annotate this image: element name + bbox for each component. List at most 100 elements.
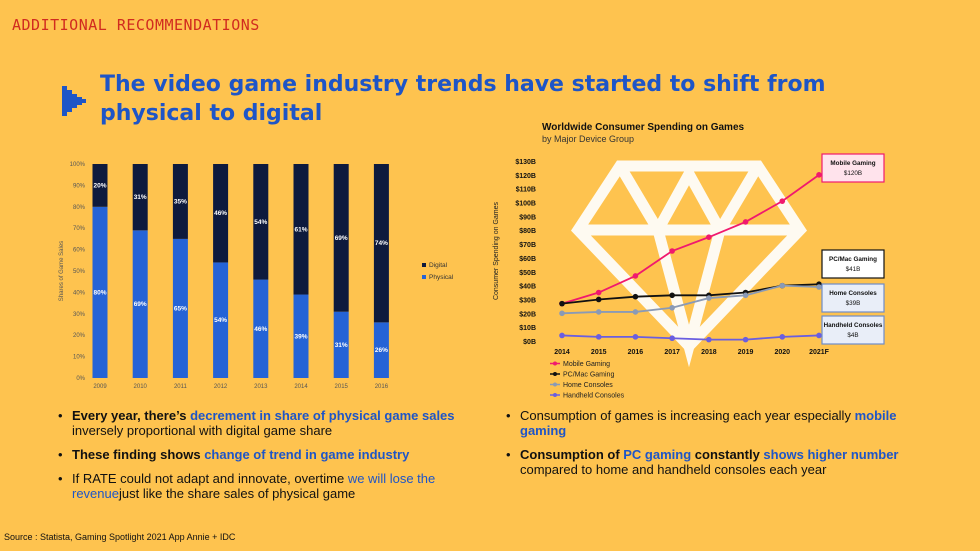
diamond-outline xyxy=(571,160,807,354)
data-label-physical: 39% xyxy=(294,333,307,340)
data-point xyxy=(779,282,786,289)
y-tick-label: 100% xyxy=(70,162,86,168)
bullet-highlight: shows higher number xyxy=(763,447,899,462)
bullet-highlight: change of trend in game industry xyxy=(204,447,410,462)
legend-label: Mobile Gaming xyxy=(563,361,610,368)
share-bar-chart: Shares of Game Sales 0% 10% 20% 30% 40% 50% 60%… xyxy=(59,162,454,390)
callout-box xyxy=(821,249,885,279)
page-title: The video game industry trends have star… xyxy=(100,70,860,128)
diamond-watermark-icon xyxy=(571,160,807,368)
y-tick-label: 0% xyxy=(76,376,85,382)
data-point xyxy=(669,292,675,299)
y-tick-label: 80% xyxy=(73,205,86,211)
bullet-highlight: mobile gaming xyxy=(520,408,897,438)
data-label-digital: 61% xyxy=(294,226,307,233)
bullet-plain: Consumption of games is increasing each … xyxy=(520,408,855,423)
series-line xyxy=(561,334,820,341)
bullet-highlight: decrement in share of physical game sale… xyxy=(190,408,455,423)
data-point xyxy=(669,304,675,311)
data-point xyxy=(595,309,602,315)
x-tick-label: 2015 xyxy=(335,384,349,390)
y-tick-label: $120B xyxy=(515,173,536,180)
y-tick-label: 40% xyxy=(73,290,86,296)
data-point xyxy=(779,198,786,204)
callout-value: $41B xyxy=(846,266,861,273)
legend-marker xyxy=(553,361,557,366)
data-point xyxy=(669,248,675,254)
data-point xyxy=(742,219,749,225)
legend-label: Digital xyxy=(429,262,448,269)
bullet-rest: inversely proportional with digital game… xyxy=(72,423,333,438)
x-tick-label: 2012 xyxy=(214,384,228,390)
x-tick-label: 2011 xyxy=(174,384,188,390)
data-point xyxy=(559,332,565,339)
x-tick-label: 2010 xyxy=(134,384,148,390)
callout-label: Home Consoles xyxy=(829,290,877,297)
bar-digital xyxy=(293,164,309,295)
data-label-physical: 54% xyxy=(214,317,227,324)
y-tick-label: $40B xyxy=(519,284,536,291)
y-tick-label: 50% xyxy=(73,269,86,275)
source-note: Source : Statista, Gaming Spotlight 2021… xyxy=(4,532,236,542)
data-point xyxy=(595,334,602,340)
y-tick-label: $110B xyxy=(516,187,536,194)
data-label-physical: 26% xyxy=(375,347,388,354)
bullet-rest: compared to home and handheld consoles e… xyxy=(520,462,827,477)
legend-label: PC/Mac Gaming xyxy=(563,372,614,379)
bullet-bold: Consumption of xyxy=(520,447,624,462)
chart-title: Worldwide Consumer Spending on Games xyxy=(542,122,744,133)
bullet-bold: constantly xyxy=(691,447,764,462)
callout-box xyxy=(821,283,885,313)
x-tick-label: 2015 xyxy=(591,349,607,356)
y-tick-label: 90% xyxy=(73,183,86,189)
y-tick-label: $100B xyxy=(515,201,536,208)
callout-box xyxy=(821,315,885,345)
bar-digital xyxy=(253,164,269,280)
callout-label: PC/Mac Gaming xyxy=(829,256,877,263)
data-label-digital: 54% xyxy=(254,219,267,226)
bullet-highlight: we will lose the revenue xyxy=(72,471,436,501)
title-arrow-icon xyxy=(62,86,86,116)
callout-value: $120B xyxy=(844,170,862,177)
data-point xyxy=(595,296,602,303)
data-label-physical: 31% xyxy=(335,342,348,349)
data-label-digital: 20% xyxy=(93,182,106,189)
data-point xyxy=(816,332,822,339)
right-bullets: Consumption of games is increasing each … xyxy=(504,408,904,486)
bar-physical xyxy=(373,322,389,378)
bullet-highlight: PC gaming xyxy=(623,447,692,462)
y-tick-label: $70B xyxy=(519,242,536,249)
data-label-physical: 69% xyxy=(134,301,147,308)
data-point xyxy=(706,336,712,343)
data-point xyxy=(742,292,749,299)
diamond-facet xyxy=(615,163,763,368)
y-tick-label: $20B xyxy=(519,311,536,318)
bar-physical xyxy=(213,262,229,378)
y-tick-label: $10B xyxy=(519,325,536,332)
section-header: ADDITIONAL RECOMMENDATIONS xyxy=(12,16,260,34)
data-point xyxy=(816,284,822,290)
data-label-digital: 69% xyxy=(335,235,348,242)
data-point xyxy=(632,309,639,315)
bar-physical xyxy=(132,230,148,378)
x-tick-label: 2016 xyxy=(628,349,644,356)
diamond-facet-top xyxy=(653,162,725,233)
callout-box xyxy=(821,153,885,183)
bar-digital xyxy=(92,164,108,207)
bullet-item: Consumption of games is increasing each … xyxy=(504,408,904,438)
legend-marker xyxy=(553,382,557,387)
y-axis-label: Shares of Game Sales xyxy=(59,241,65,301)
data-point xyxy=(779,334,786,340)
data-point xyxy=(559,310,565,317)
bar-digital xyxy=(373,164,389,323)
legend-label: Handheld Consoles xyxy=(563,393,625,400)
page-title-line-2: physical to digital xyxy=(100,101,323,126)
callout-label: Mobile Gaming xyxy=(830,160,875,167)
page-title-line-1: The video game industry trends have star… xyxy=(100,72,826,97)
legend-label: Home Consoles xyxy=(563,382,613,389)
y-tick-label: $50B xyxy=(519,270,536,277)
data-label-physical: 65% xyxy=(174,305,187,312)
callout-label: Handheld Consoles xyxy=(824,322,883,329)
data-point xyxy=(706,295,712,301)
